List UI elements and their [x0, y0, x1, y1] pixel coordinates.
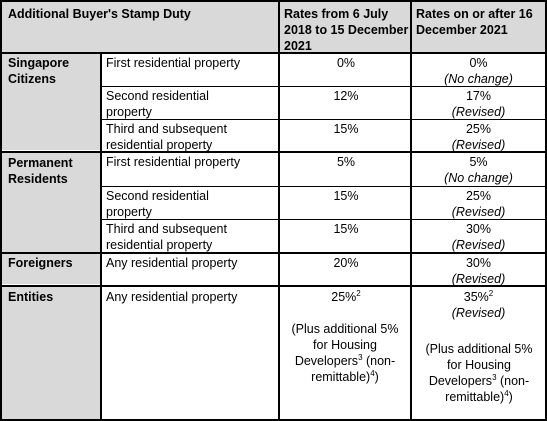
footnote-ref: 2	[356, 288, 361, 298]
old-rate-value: 25%	[331, 290, 357, 304]
row-property: Third and subsequent residential propert…	[106, 222, 227, 252]
group-bg-foreigners	[2, 254, 100, 284]
note-text: (Plus additional 5% for Housing Develope…	[425, 342, 533, 388]
row-old-rate: 15%	[333, 189, 359, 203]
row-change-note: (Revised)	[451, 272, 506, 286]
header-background	[2, 2, 545, 54]
group-label-entities: Entities	[8, 290, 54, 304]
housing-developer-note-new: (Plus additional 5% for Housing Develope…	[420, 341, 538, 405]
table-border	[0, 0, 547, 2]
group-label-foreigners: Foreigners	[8, 256, 73, 270]
row-divider	[100, 86, 547, 87]
group-bg-pr	[2, 152, 100, 252]
group-bg-citizens	[2, 54, 100, 150]
footnote-ref: 2	[488, 288, 494, 298]
row-change-note: (Revised)	[451, 105, 506, 119]
note-text: )	[508, 390, 513, 404]
row-new-rate: 25%	[465, 122, 492, 136]
row-divider	[0, 151, 547, 153]
group-label-citizens: Singapore Citizens	[8, 56, 70, 86]
footnote-ref: 4	[370, 368, 375, 378]
row-new-rate: 30%	[465, 222, 492, 236]
row-change-note: (Revised)	[451, 205, 506, 219]
row-divider	[100, 219, 547, 220]
row-divider	[100, 186, 547, 187]
row-divider	[0, 285, 547, 287]
row-change-note: (Revised)	[451, 138, 506, 152]
note-text: )	[374, 370, 379, 384]
row-property: First residential property	[106, 56, 241, 70]
row-property: Any residential property	[106, 290, 238, 304]
row-property: Second residential property	[106, 189, 209, 219]
column-divider	[100, 54, 102, 420]
column-divider	[278, 0, 280, 421]
row-divider	[100, 119, 547, 120]
header-col-new: Rates on or after 16 December 2021	[416, 7, 533, 37]
row-change-note: (No change)	[444, 72, 513, 86]
note-text: (Plus additional 5% for Housing Develope…	[291, 322, 399, 368]
new-rate-value: 35%	[463, 290, 489, 304]
row-new-rate: 0%	[469, 56, 488, 70]
housing-developer-note-old: (Plus additional 5% for Housing Develope…	[290, 321, 400, 385]
row-old-rate: 5%	[336, 155, 356, 169]
group-label-pr: Permanent Residents	[8, 156, 73, 186]
table-border	[545, 0, 547, 421]
header-title: Additional Buyer's Stamp Duty	[8, 7, 191, 21]
row-new-rate: 5%	[469, 155, 488, 169]
footnote-ref: 3	[492, 372, 497, 382]
footnote-ref: 4	[504, 388, 509, 398]
group-bg-entities	[2, 286, 100, 419]
row-property: Second residential property	[106, 89, 209, 119]
footnote-ref: 3	[358, 352, 363, 362]
row-old-rate: 15%	[333, 122, 359, 136]
column-divider	[410, 0, 412, 421]
row-old-rate: 0%	[336, 56, 356, 70]
row-old-rate: 20%	[333, 256, 359, 270]
row-property: Third and subsequent residential propert…	[106, 122, 227, 152]
row-divider	[0, 252, 547, 254]
row-divider	[0, 52, 547, 54]
row-new-rate: 30%	[465, 256, 492, 270]
row-property: Any residential property	[106, 256, 238, 270]
note-text: (non-remittable)	[445, 374, 530, 404]
table-border	[0, 0, 2, 421]
row-change-note: (Revised)	[451, 306, 506, 320]
row-change-note: (Revised)	[451, 238, 506, 252]
row-old-rate: 15%	[333, 222, 359, 236]
row-old-rate: 25%2	[280, 289, 412, 305]
row-property: First residential property	[106, 155, 241, 169]
row-old-rate: 12%	[333, 89, 359, 103]
table-border	[0, 419, 547, 421]
header-col-old: Rates from 6 July 2018 to 15 December 20…	[284, 7, 409, 53]
row-new-rate: 35%2	[412, 289, 545, 305]
note-text: (non-remittable)	[311, 354, 396, 384]
row-change-note: (No change)	[444, 171, 513, 185]
row-new-rate: 25%	[465, 189, 492, 203]
row-new-rate: 17%	[465, 89, 492, 103]
